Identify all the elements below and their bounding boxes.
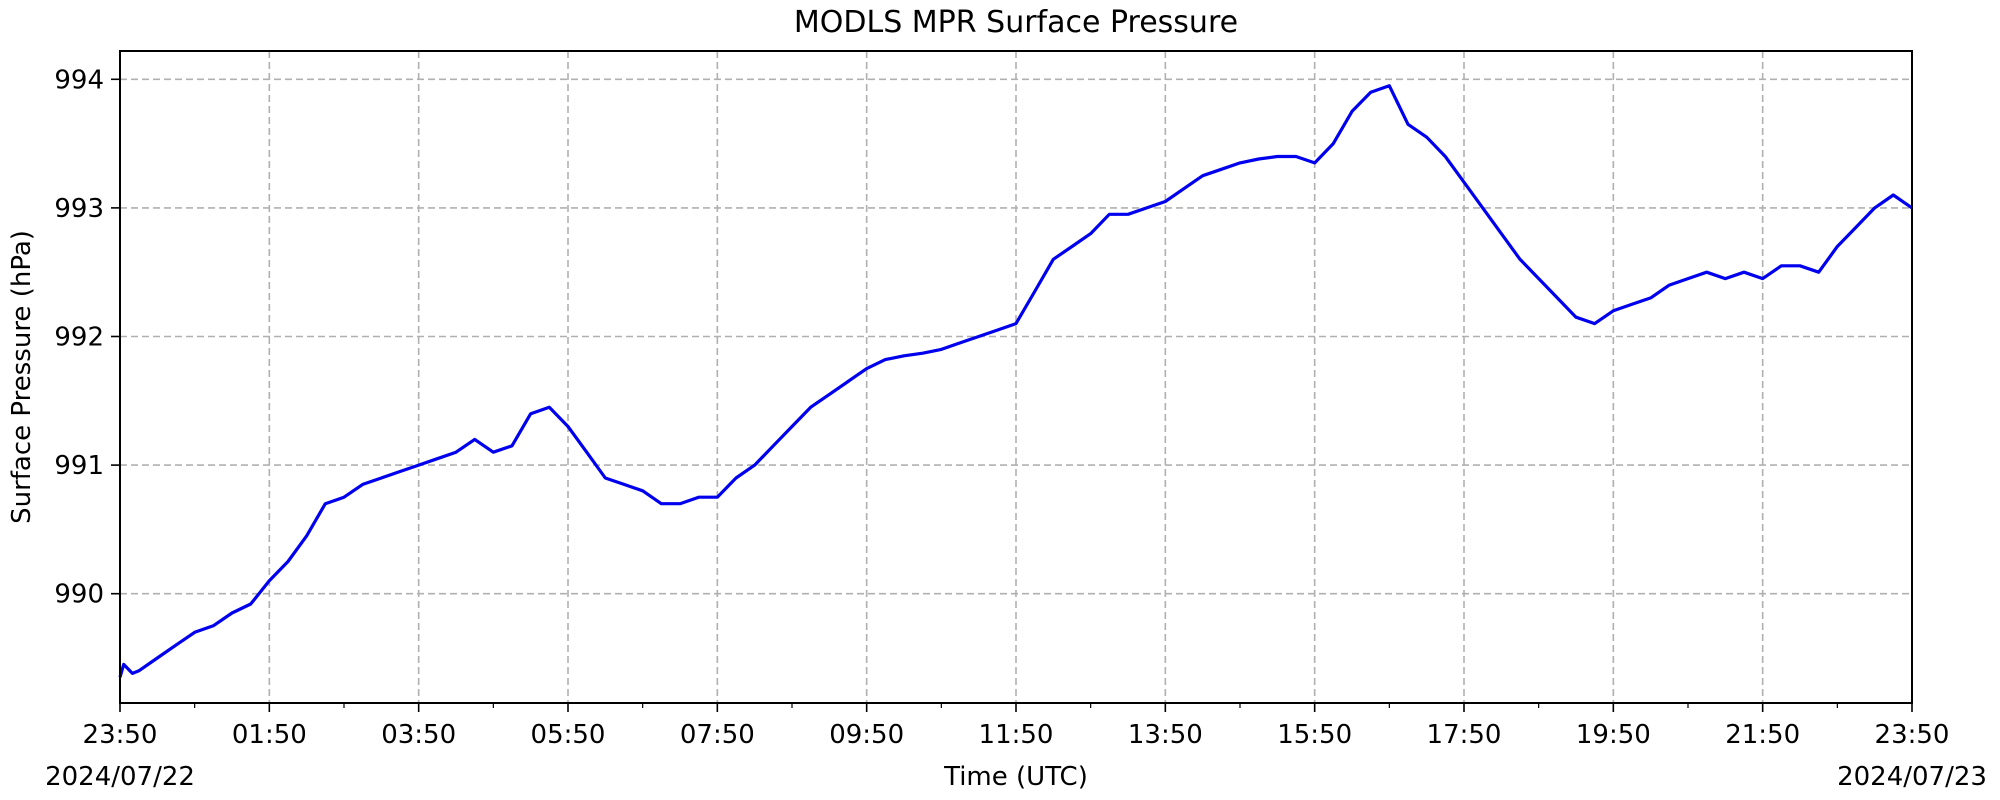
x-tick-label: 03:50 xyxy=(381,720,456,750)
y-tick-label: 992 xyxy=(54,322,104,352)
y-tick-label: 990 xyxy=(54,580,104,610)
x-start-date-label: 2024/07/22 xyxy=(45,762,195,792)
x-axis-label: Time (UTC) xyxy=(943,762,1088,792)
x-tick-label: 17:50 xyxy=(1427,720,1502,750)
y-tick-label: 993 xyxy=(54,194,104,224)
y-axis-ticks: 990 991 992 993 994 xyxy=(54,65,120,610)
pressure-series-line xyxy=(118,84,1913,678)
y-axis-label: Surface Pressure (hPa) xyxy=(7,230,37,524)
x-tick-label: 01:50 xyxy=(232,720,307,750)
x-tick-label: 07:50 xyxy=(680,720,755,750)
y-tick-label: 994 xyxy=(54,65,104,95)
x-tick-label: 23:50 xyxy=(1875,720,1950,750)
x-tick-label: 23:50 xyxy=(83,720,158,750)
y-tick-label: 991 xyxy=(54,451,104,481)
gridlines xyxy=(120,51,1912,703)
x-axis-ticks: 23:50 01:50 03:50 05:50 07:50 09:50 11:50 13:50… xyxy=(83,703,1950,750)
x-tick-label: 21:50 xyxy=(1725,720,1800,750)
plot-frame xyxy=(119,50,1913,704)
x-tick-label: 13:50 xyxy=(1128,720,1203,750)
x-tick-label: 15:50 xyxy=(1277,720,1352,750)
x-tick-label: 09:50 xyxy=(829,720,904,750)
x-tick-label: 19:50 xyxy=(1576,720,1651,750)
chart-title: MODLS MPR Surface Pressure xyxy=(794,5,1238,40)
x-tick-label: 05:50 xyxy=(531,720,606,750)
x-end-date-label: 2024/07/23 xyxy=(1837,762,1987,792)
x-tick-label: 11:50 xyxy=(979,720,1054,750)
